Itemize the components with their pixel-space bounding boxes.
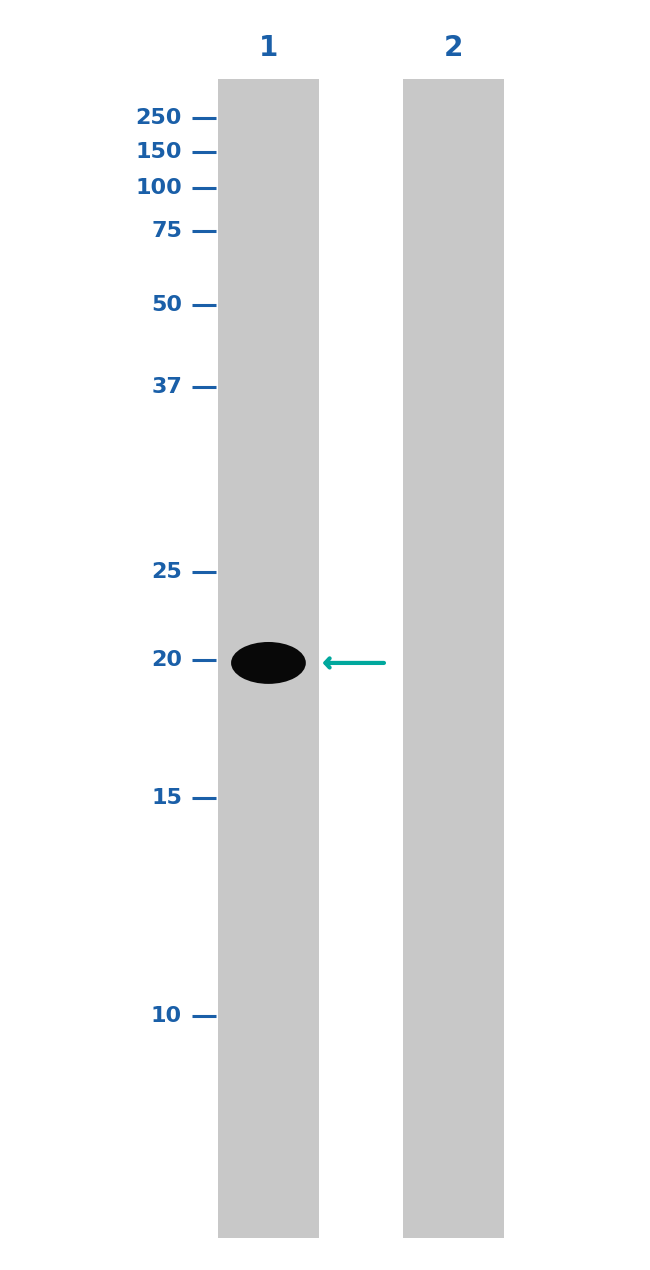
Text: 20: 20 [151,650,182,671]
Text: 250: 250 [136,108,182,128]
Text: 10: 10 [151,1006,182,1026]
Bar [403,79,504,1238]
Text: 2: 2 [444,34,463,62]
Text: 37: 37 [151,377,182,398]
Bar [218,79,318,1238]
Text: 75: 75 [151,221,182,241]
Text: 1: 1 [259,34,278,62]
Text: 50: 50 [151,295,182,315]
Ellipse shape [231,643,306,685]
Text: 25: 25 [151,561,182,582]
Text: 100: 100 [135,178,182,198]
Text: 150: 150 [135,142,182,163]
Text: 15: 15 [151,787,182,808]
